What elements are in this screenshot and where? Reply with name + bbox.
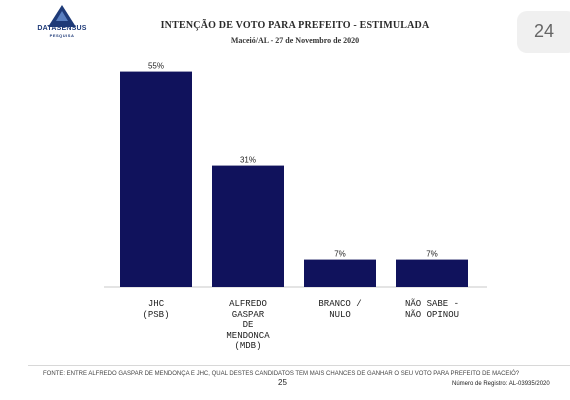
bar-2 — [212, 165, 284, 287]
logo-name: DATASENSUS — [37, 25, 87, 32]
chart-title: INTENÇÃO DE VOTO PARA PREFEITO - ESTIMUL… — [160, 20, 430, 31]
data-label-3: 7% — [334, 250, 346, 259]
data-label-4: 7% — [426, 250, 438, 259]
chart-subtitle: Maceió/AL - 27 de Novembro de 2020 — [230, 36, 360, 45]
page-number: 25 — [278, 378, 287, 387]
slide-number-badge: 24 — [517, 11, 570, 53]
category-label-2: ALFREDO GASPAR DE MENDONCA (MDB) — [226, 299, 270, 351]
data-label-1: 55% — [148, 62, 164, 71]
slide-number: 24 — [533, 21, 555, 41]
bar-4 — [396, 259, 468, 287]
logo-subtitle: PESQUISA — [49, 33, 75, 38]
source-note: FONTE: ENTRE ALFREDO GASPAR DE MENDONÇA … — [43, 371, 520, 377]
category-label-3: BRANCO / NULO — [318, 299, 362, 320]
footer-divider — [28, 365, 570, 366]
bar-3 — [304, 259, 376, 287]
category-label-1: JHC (PSB) — [142, 299, 170, 320]
category-label-4: NÃO SABE - NÃO OPINOU — [404, 299, 459, 320]
bar-1 — [120, 71, 192, 287]
data-label-2: 31% — [240, 156, 256, 165]
registration-number: Número de Registro: AL-03935/2020 — [452, 381, 550, 387]
datasensus-logo — [37, 4, 87, 40]
